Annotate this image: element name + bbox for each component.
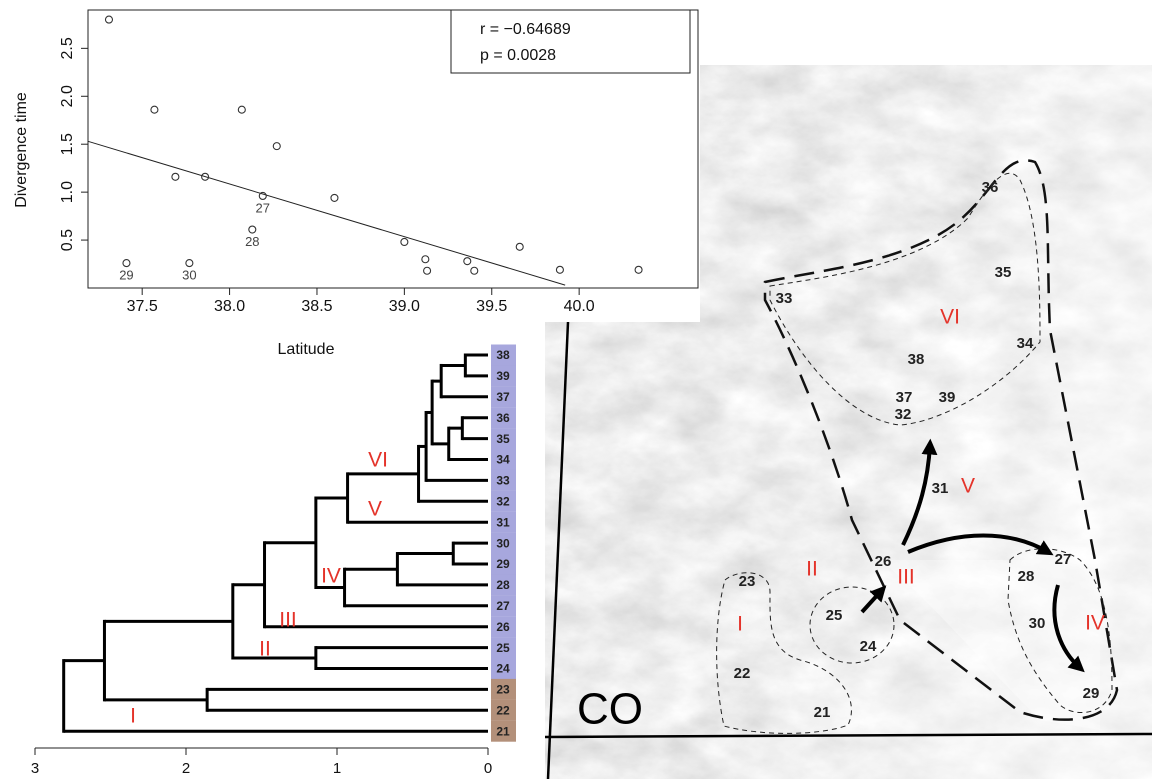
x-tick-label: 40.0 bbox=[564, 298, 595, 315]
point-label: 29 bbox=[119, 268, 133, 283]
region-label: II bbox=[806, 558, 818, 581]
x-tick-label: 37.5 bbox=[127, 298, 158, 315]
leaf-label: 31 bbox=[496, 515, 510, 529]
y-axis-label: Divergence time bbox=[13, 92, 30, 208]
clade-label: III bbox=[279, 609, 297, 632]
figure: r = −0.64689 p = 0.0028 Latitude Diverge… bbox=[0, 0, 1152, 779]
point bbox=[151, 106, 158, 113]
clade-label: V bbox=[368, 498, 382, 521]
site-label: 31 bbox=[932, 480, 949, 497]
state-label: CO bbox=[577, 685, 643, 734]
leaf-label: 38 bbox=[496, 348, 510, 362]
leaf-label: 21 bbox=[496, 724, 510, 738]
annotation: p = 0.0028 bbox=[480, 47, 556, 64]
x-tick-label: 1 bbox=[333, 760, 341, 777]
region-label: III bbox=[897, 566, 915, 589]
point bbox=[186, 260, 193, 267]
scatter-plot: r = −0.64689 p = 0.0028 Latitude Diverge… bbox=[13, 10, 698, 358]
point bbox=[123, 260, 130, 267]
leaf-label: 24 bbox=[496, 662, 510, 676]
clade-label: IV bbox=[321, 565, 341, 588]
leaf-label: 33 bbox=[496, 474, 510, 488]
annotation: r = −0.64689 bbox=[480, 21, 571, 38]
point bbox=[464, 258, 471, 265]
leaf-label: 37 bbox=[496, 390, 510, 404]
site-label: 37 bbox=[896, 389, 913, 406]
leaf-label: 32 bbox=[496, 494, 510, 508]
point bbox=[238, 106, 245, 113]
x-tick-label: 39.0 bbox=[389, 298, 420, 315]
leaf-label: 26 bbox=[496, 620, 510, 634]
site-label: 26 bbox=[875, 553, 892, 570]
site-label: 39 bbox=[939, 389, 956, 406]
x-tick-label: 2 bbox=[182, 760, 190, 777]
y-tick-label: 2.0 bbox=[59, 85, 76, 107]
point-label: 28 bbox=[245, 234, 259, 249]
leaf-label: 22 bbox=[496, 703, 510, 717]
y-tick-label: 1.0 bbox=[59, 181, 76, 203]
point bbox=[516, 243, 523, 250]
site-label: 33 bbox=[776, 290, 793, 307]
x-tick-label: 0 bbox=[484, 760, 492, 777]
leaf-label: 35 bbox=[496, 432, 510, 446]
x-axis-label: Latitude bbox=[278, 341, 335, 358]
clade-label: I bbox=[130, 705, 136, 728]
leaf-label: 30 bbox=[496, 536, 510, 550]
regression-line bbox=[88, 141, 565, 285]
site-label: 38 bbox=[908, 351, 925, 368]
site-label: 25 bbox=[826, 607, 843, 624]
leaf-label: 28 bbox=[496, 578, 510, 592]
x-tick-label: 3 bbox=[31, 760, 39, 777]
region-label: V bbox=[961, 475, 975, 498]
point bbox=[635, 266, 642, 273]
point bbox=[422, 256, 429, 263]
site-label: 21 bbox=[814, 704, 831, 721]
site-label: 27 bbox=[1055, 551, 1072, 568]
point bbox=[172, 173, 179, 180]
point bbox=[556, 266, 563, 273]
y-tick-label: 2.5 bbox=[59, 37, 76, 59]
region-label: I bbox=[737, 613, 743, 636]
region-label: IV bbox=[1085, 612, 1105, 635]
site-label: 32 bbox=[895, 406, 912, 423]
map: CO 36 35 33 34 38 37 39 32 31 26 27 28 23 25 24 30 22 29 2… bbox=[545, 65, 1152, 779]
site-label: 23 bbox=[739, 573, 756, 590]
site-label: 30 bbox=[1029, 615, 1046, 632]
site-label: 34 bbox=[1017, 335, 1034, 352]
point bbox=[105, 16, 112, 23]
point bbox=[401, 238, 408, 245]
leaf-label: 25 bbox=[496, 641, 510, 655]
point bbox=[424, 267, 431, 274]
site-label: 35 bbox=[995, 264, 1012, 281]
leaf-label: 23 bbox=[496, 683, 510, 697]
site-label: 29 bbox=[1083, 685, 1100, 702]
point-label: 30 bbox=[182, 268, 196, 283]
leaf-label: 34 bbox=[496, 453, 510, 467]
point-label: 27 bbox=[256, 200, 270, 215]
x-tick-label: 38.0 bbox=[214, 298, 245, 315]
point bbox=[471, 267, 478, 274]
leaf-label: 29 bbox=[496, 557, 510, 571]
site-label: 36 bbox=[982, 179, 999, 196]
point bbox=[331, 194, 338, 201]
clade-label: VI bbox=[368, 449, 388, 472]
site-label: 24 bbox=[860, 638, 877, 655]
clade-label: II bbox=[259, 638, 271, 661]
site-label: 22 bbox=[734, 665, 751, 682]
y-tick-label: 1.5 bbox=[59, 133, 76, 155]
leaf-label: 36 bbox=[496, 411, 510, 425]
point bbox=[273, 143, 280, 150]
x-tick-label: 39.5 bbox=[476, 298, 507, 315]
x-tick-label: 38.5 bbox=[301, 298, 332, 315]
leaf-label: 39 bbox=[496, 369, 510, 383]
region-label: VI bbox=[940, 306, 960, 329]
point bbox=[249, 226, 256, 233]
y-tick-label: 0.5 bbox=[59, 229, 76, 251]
site-label: 28 bbox=[1018, 568, 1035, 585]
leaf-label: 27 bbox=[496, 599, 510, 613]
